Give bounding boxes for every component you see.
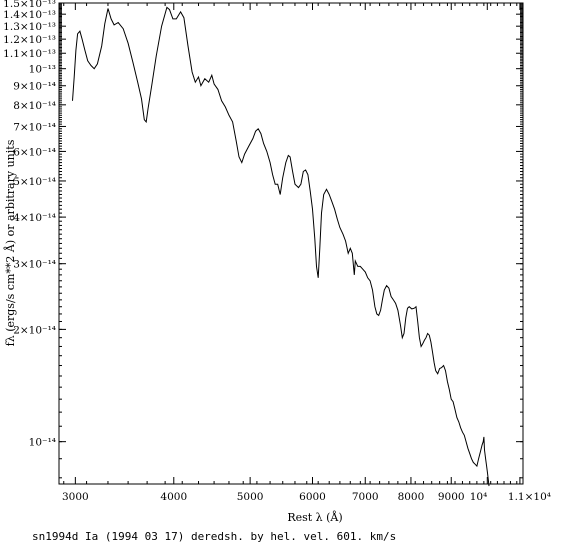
x-tick-label: 4000 [160,491,187,503]
x-axis-title: Rest λ (Å) [287,510,342,524]
y-tick-label: 4×10⁻¹⁴ [13,212,56,224]
y-tick-label: 5×10⁻¹⁴ [13,176,56,188]
y-tick-label: 1.3×10⁻¹³ [3,21,56,33]
y-tick-label: 2×10⁻¹⁴ [13,324,56,336]
chart-caption: sn1994d Ia (1994 03 17) deredsh. by hel.… [32,530,396,543]
y-tick-label: 1.4×10⁻¹³ [3,9,56,21]
y-tick-label: 1.1×10⁻¹³ [3,48,56,60]
y-axis-title: fλ (ergs/s cm**2 Å) or arbitrary units [3,139,17,346]
axis-ticks [59,2,523,484]
y-tick-label: 10⁻¹⁴ [29,437,56,449]
plot-frame [58,2,524,485]
y-tick-label: 1.2×10⁻¹³ [3,34,56,46]
y-tick-label: 8×10⁻¹⁴ [13,100,56,112]
y-tick-label: 9×10⁻¹⁴ [13,81,56,93]
y-tick-label: 10⁻¹³ [29,64,56,76]
x-tick-label: 9000 [438,491,465,503]
x-tick-label: 10⁴ [470,491,488,503]
y-tick-label: 7×10⁻¹⁴ [13,121,56,133]
x-tick-label: 8000 [398,491,425,503]
x-tick-label: 7000 [352,491,379,503]
spectrum-line [72,6,490,487]
x-tick-label: 1.1×10⁴ [508,491,551,503]
y-tick-label: 3×10⁻¹⁴ [13,259,56,271]
x-tick-label: 3000 [62,491,89,503]
x-tick-label: 5000 [237,491,264,503]
x-tick-labels: 3000 4000 5000 6000 7000 8000 9000 10⁴ 1.1×10⁴ [62,491,551,503]
y-tick-label: 6×10⁻¹⁴ [13,146,56,158]
y-tick-labels: 10⁻¹⁴ 2×10⁻¹⁴ 3×10⁻¹⁴ 4×10⁻¹⁴ 5×10⁻¹⁴ 6×10⁻¹⁴… [3,0,56,449]
x-tick-label: 6000 [299,491,326,503]
y-tick-label: 1.5×10⁻¹³ [3,0,56,10]
